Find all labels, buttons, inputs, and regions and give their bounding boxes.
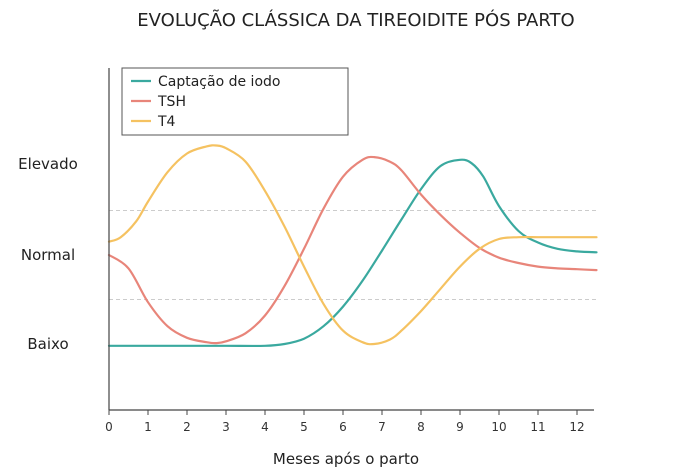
x-tick-label: 12 bbox=[569, 420, 584, 434]
legend-label: Captação de iodo bbox=[158, 74, 280, 90]
x-tick-label: 8 bbox=[417, 420, 425, 434]
legend-label: T4 bbox=[157, 114, 176, 130]
series-line-captacao-de-iodo bbox=[107, 158, 598, 348]
x-tick-label: 0 bbox=[105, 420, 113, 434]
legend: Captação de iodo TSH T4 bbox=[121, 67, 349, 136]
x-ticks: 0 1 2 3 4 5 6 7 8 9 10 11 12 bbox=[105, 410, 585, 434]
x-tick-label: 11 bbox=[530, 420, 545, 434]
y-level-label: Normal bbox=[21, 246, 75, 264]
x-tick-label: 6 bbox=[339, 420, 347, 434]
y-level-label: Baixo bbox=[27, 335, 68, 353]
x-tick-label: 10 bbox=[491, 420, 506, 434]
x-tick-label: 7 bbox=[378, 420, 386, 434]
series-line-tsh bbox=[107, 155, 598, 345]
series-line-t4 bbox=[107, 144, 598, 346]
x-tick-label: 2 bbox=[183, 420, 191, 434]
y-level-label: Elevado bbox=[18, 155, 78, 173]
x-tick-label: 5 bbox=[300, 420, 308, 434]
x-tick-label: 9 bbox=[456, 420, 464, 434]
legend-box bbox=[121, 67, 349, 136]
x-tick-label: 1 bbox=[144, 420, 152, 434]
chart-title: EVOLUÇÃO CLÁSSICA DA TIREOIDITE PÓS PART… bbox=[137, 9, 574, 31]
y-levels: Elevado Normal Baixo bbox=[18, 155, 78, 353]
x-tick-label: 3 bbox=[222, 420, 230, 434]
x-axis-label: Meses após o parto bbox=[273, 450, 419, 468]
x-tick-label: 4 bbox=[261, 420, 269, 434]
reference-lines bbox=[109, 210, 597, 300]
series-group bbox=[107, 144, 598, 348]
legend-label: TSH bbox=[157, 94, 186, 110]
axes bbox=[108, 68, 594, 411]
